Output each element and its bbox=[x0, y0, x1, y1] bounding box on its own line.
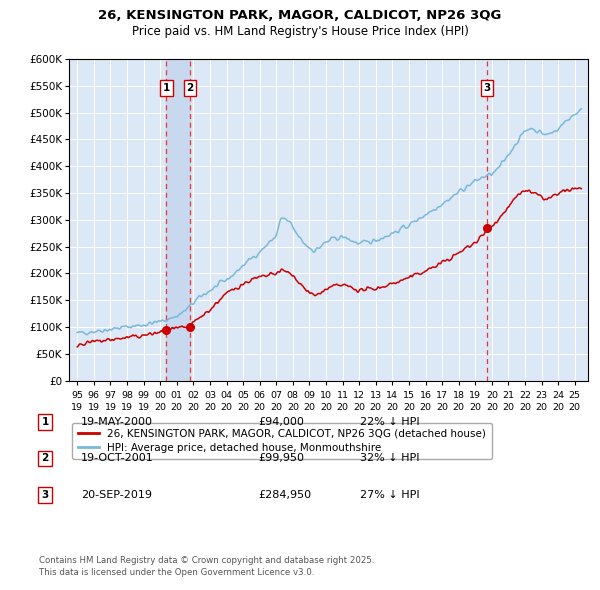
Text: 22: 22 bbox=[519, 391, 531, 400]
Text: 18: 18 bbox=[452, 391, 464, 400]
Text: 20: 20 bbox=[204, 403, 216, 412]
Text: 20: 20 bbox=[154, 403, 166, 412]
Text: 15: 15 bbox=[403, 391, 415, 400]
Text: 20: 20 bbox=[486, 391, 498, 400]
Text: 20: 20 bbox=[221, 403, 233, 412]
Text: 19: 19 bbox=[88, 403, 100, 412]
Text: 97: 97 bbox=[104, 391, 116, 400]
Text: 07: 07 bbox=[270, 391, 282, 400]
Text: 08: 08 bbox=[287, 391, 299, 400]
Text: 95: 95 bbox=[71, 391, 83, 400]
Text: 19: 19 bbox=[121, 403, 133, 412]
Text: 19-OCT-2001: 19-OCT-2001 bbox=[81, 454, 154, 463]
Text: £94,000: £94,000 bbox=[258, 417, 304, 427]
Text: 20: 20 bbox=[536, 403, 548, 412]
Text: 01: 01 bbox=[171, 391, 183, 400]
Text: 20: 20 bbox=[353, 403, 365, 412]
Text: 20: 20 bbox=[187, 403, 199, 412]
Text: 20: 20 bbox=[237, 403, 249, 412]
Text: 20: 20 bbox=[386, 403, 398, 412]
Text: 20: 20 bbox=[304, 403, 316, 412]
Text: 14: 14 bbox=[386, 391, 398, 400]
Text: 24: 24 bbox=[552, 391, 564, 400]
Text: 03: 03 bbox=[204, 391, 216, 400]
Text: 20: 20 bbox=[569, 403, 581, 412]
Text: Price paid vs. HM Land Registry's House Price Index (HPI): Price paid vs. HM Land Registry's House … bbox=[131, 25, 469, 38]
Text: 20: 20 bbox=[337, 403, 349, 412]
Text: 96: 96 bbox=[88, 391, 100, 400]
Text: 16: 16 bbox=[419, 391, 431, 400]
Text: 20: 20 bbox=[419, 403, 431, 412]
Text: 20: 20 bbox=[403, 403, 415, 412]
Text: 11: 11 bbox=[337, 391, 349, 400]
Text: 19-MAY-2000: 19-MAY-2000 bbox=[81, 417, 153, 427]
Text: 21: 21 bbox=[502, 391, 514, 400]
Text: 20: 20 bbox=[436, 403, 448, 412]
Text: 20: 20 bbox=[171, 403, 183, 412]
Text: 17: 17 bbox=[436, 391, 448, 400]
Text: 05: 05 bbox=[237, 391, 249, 400]
Text: 12: 12 bbox=[353, 391, 365, 400]
Legend: 26, KENSINGTON PARK, MAGOR, CALDICOT, NP26 3QG (detached house), HPI: Average pr: 26, KENSINGTON PARK, MAGOR, CALDICOT, NP… bbox=[71, 423, 492, 460]
Text: 20: 20 bbox=[287, 403, 299, 412]
Text: 3: 3 bbox=[484, 83, 491, 93]
Text: 2: 2 bbox=[41, 454, 49, 463]
Text: £284,950: £284,950 bbox=[258, 490, 311, 500]
Text: 20: 20 bbox=[254, 403, 266, 412]
Text: 25: 25 bbox=[569, 391, 581, 400]
Text: 99: 99 bbox=[137, 391, 149, 400]
Text: 22% ↓ HPI: 22% ↓ HPI bbox=[360, 417, 419, 427]
Text: 20: 20 bbox=[270, 403, 282, 412]
Text: 04: 04 bbox=[221, 391, 233, 400]
Text: 20: 20 bbox=[469, 403, 481, 412]
Text: 19: 19 bbox=[71, 403, 83, 412]
Text: 20: 20 bbox=[452, 403, 464, 412]
Text: 09: 09 bbox=[304, 391, 316, 400]
Text: 20: 20 bbox=[370, 403, 382, 412]
Text: 1: 1 bbox=[41, 417, 49, 427]
Text: 20: 20 bbox=[502, 403, 514, 412]
Text: £99,950: £99,950 bbox=[258, 454, 304, 463]
Text: 26, KENSINGTON PARK, MAGOR, CALDICOT, NP26 3QG: 26, KENSINGTON PARK, MAGOR, CALDICOT, NP… bbox=[98, 9, 502, 22]
Text: 20: 20 bbox=[486, 403, 498, 412]
Text: 02: 02 bbox=[187, 391, 199, 400]
Text: 20-SEP-2019: 20-SEP-2019 bbox=[81, 490, 152, 500]
Text: 20: 20 bbox=[519, 403, 531, 412]
Text: 3: 3 bbox=[41, 490, 49, 500]
Text: 13: 13 bbox=[370, 391, 382, 400]
Text: 27% ↓ HPI: 27% ↓ HPI bbox=[360, 490, 419, 500]
Text: 19: 19 bbox=[137, 403, 149, 412]
Text: 32% ↓ HPI: 32% ↓ HPI bbox=[360, 454, 419, 463]
Text: 1: 1 bbox=[163, 83, 170, 93]
Text: 19: 19 bbox=[469, 391, 481, 400]
Text: 00: 00 bbox=[154, 391, 166, 400]
Text: 20: 20 bbox=[552, 403, 564, 412]
Text: 20: 20 bbox=[320, 403, 332, 412]
Text: 2: 2 bbox=[187, 83, 194, 93]
Text: 10: 10 bbox=[320, 391, 332, 400]
Text: 98: 98 bbox=[121, 391, 133, 400]
Bar bbox=[166, 59, 190, 381]
Text: 19: 19 bbox=[104, 403, 116, 412]
Text: 23: 23 bbox=[536, 391, 548, 400]
Text: Contains HM Land Registry data © Crown copyright and database right 2025.
This d: Contains HM Land Registry data © Crown c… bbox=[39, 556, 374, 577]
Text: 06: 06 bbox=[254, 391, 266, 400]
